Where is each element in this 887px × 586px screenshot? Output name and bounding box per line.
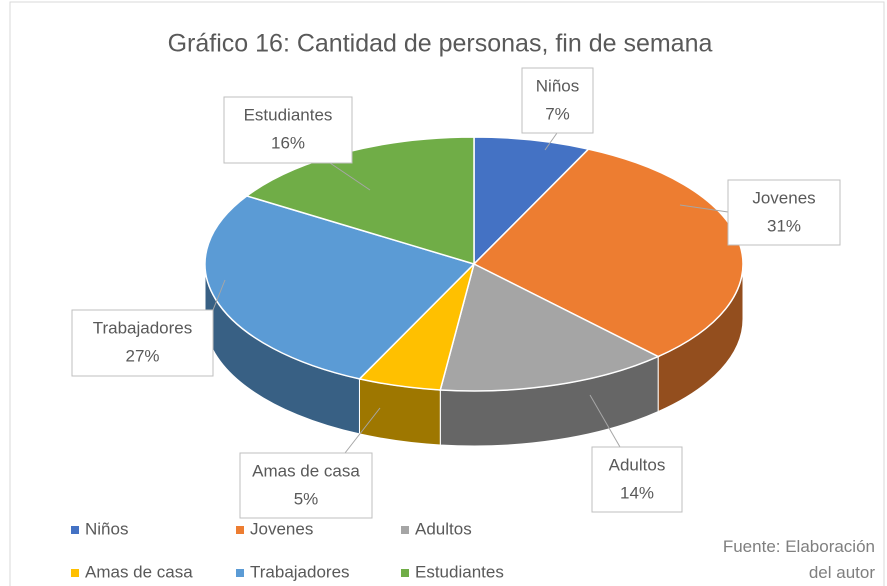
label-box [521,67,594,134]
legend-swatch [71,569,79,577]
legend-label: Estudiantes [415,562,504,581]
data-label-name: Amas de casa [252,461,360,480]
leader-line [544,132,558,151]
leader-line [344,407,381,454]
data-label-name: Estudiantes [244,105,333,124]
legend-label: Adultos [415,519,472,538]
leader-line [679,204,729,213]
data-label-value: 14% [620,483,654,502]
legend-label: Niños [85,519,128,538]
source-note: Fuente: Elaboración del autor [722,537,875,582]
label-box [71,309,214,377]
legend-label: Trabajadores [250,562,350,581]
data-label-value: 16% [271,133,305,152]
data-label-name: Trabajadores [93,318,193,337]
data-label-name: Jovenes [752,188,815,207]
data-label-value: 7% [545,104,570,123]
data-label-name: Niños [536,76,579,95]
legend-swatch [401,526,409,534]
data-label-value: 5% [294,489,319,508]
legend-swatch [71,526,79,534]
leader-line [212,279,226,311]
legend-label: Amas de casa [85,562,193,581]
leader-line [589,394,621,448]
label-box [591,446,683,513]
legend-swatch [401,569,409,577]
slice [439,262,660,392]
slice [204,195,476,380]
data-label-name: Adultos [609,455,666,474]
data-label-value: 27% [125,346,159,365]
slice [473,136,591,266]
legend-label: Jovenes [250,519,313,538]
legend-swatch [236,569,244,577]
leader-line [329,162,371,191]
label-box [223,96,353,164]
legend-swatch [236,526,244,534]
label-box [239,452,373,519]
label-box [727,179,841,246]
chart-title: Gráfico 16: Cantidad de personas, fin de… [168,30,713,58]
data-label-value: 31% [767,216,801,235]
